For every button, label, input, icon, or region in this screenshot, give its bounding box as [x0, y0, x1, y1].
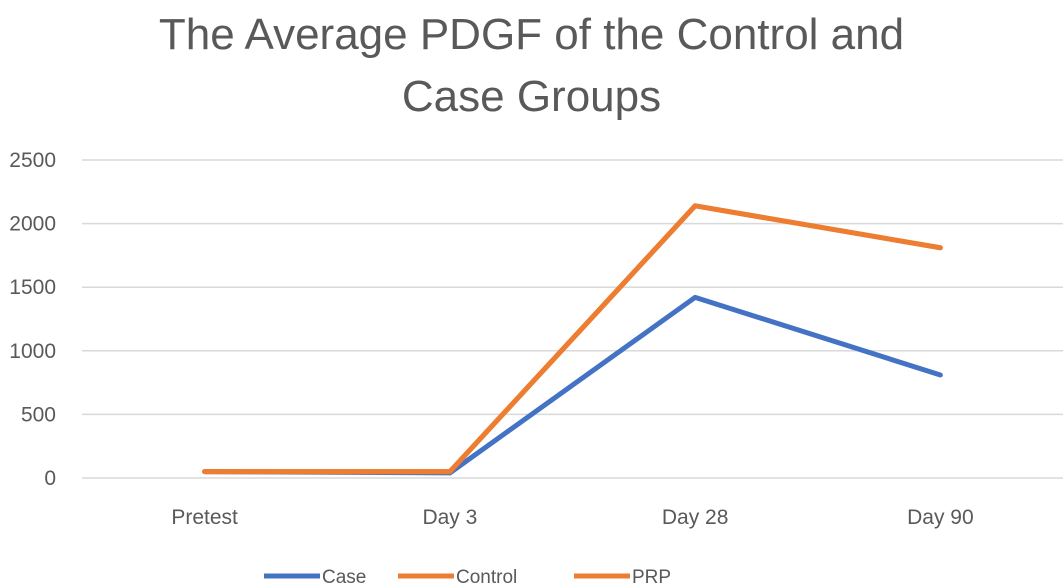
series-line-prp [202, 203, 943, 475]
x-axis-tick-labels: Pretest Day 3 Day 28 Day 90 [171, 506, 973, 529]
y-tick-label: 0 [44, 467, 56, 490]
y-tick-label: 2000 [9, 213, 56, 236]
x-tick-label: Pretest [171, 506, 238, 529]
chart-title-line-2: Case Groups [401, 72, 662, 121]
chart-title: The Average PDGF of the Control and Case… [0, 4, 1063, 128]
series-lines [202, 203, 943, 476]
y-tick-label: 1000 [9, 340, 56, 363]
legend-label: PRP [632, 567, 671, 588]
x-tick-label: Day 28 [662, 506, 729, 529]
legend-label: Case [322, 567, 366, 588]
x-tick-label: Day 90 [907, 506, 974, 529]
x-tick-label: Day 3 [422, 506, 477, 529]
series-line-case [202, 294, 943, 476]
y-axis-tick-labels: 0 500 1000 1500 2000 2500 [9, 149, 56, 490]
gridlines [82, 159, 1063, 479]
y-tick-label: 1500 [9, 276, 56, 299]
legend-label: Control [456, 567, 517, 588]
y-tick-label: 500 [21, 403, 56, 426]
legend: Case Control PRP [264, 567, 671, 588]
y-tick-label: 2500 [9, 149, 56, 172]
chart-title-line-1: The Average PDGF of the Control and [158, 10, 905, 59]
